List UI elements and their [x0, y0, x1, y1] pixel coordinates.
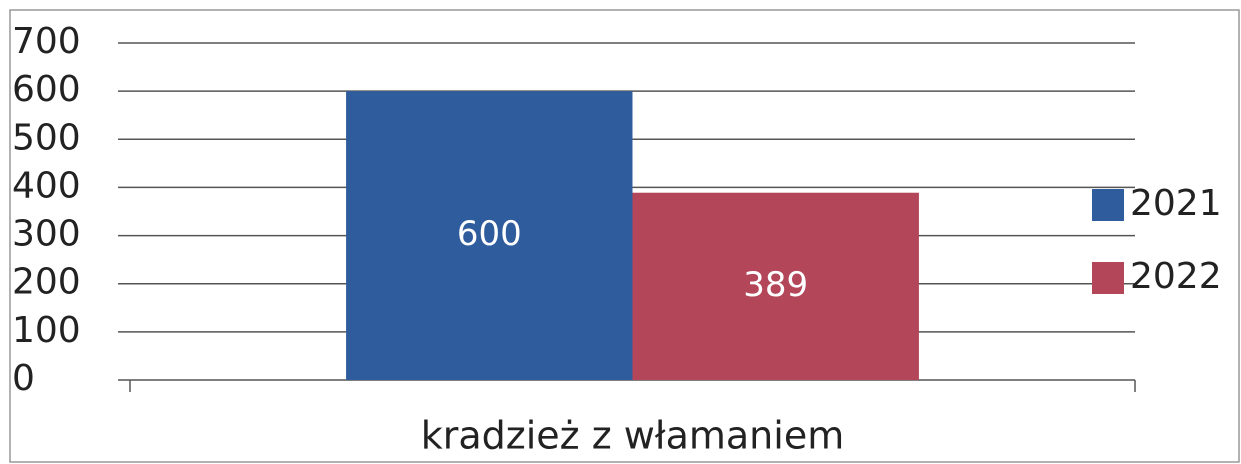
legend-swatch: [1092, 189, 1124, 221]
bar: [632, 192, 919, 380]
y-tick-label: 400: [12, 165, 81, 206]
legend-label: 2021: [1130, 183, 1222, 224]
y-tick-label: 100: [12, 310, 81, 351]
y-tick-label: 200: [12, 262, 81, 303]
legend-swatch: [1092, 262, 1124, 294]
data-label: 389: [743, 265, 808, 305]
y-tick-label: 700: [12, 21, 81, 62]
y-tick-label: 0: [12, 358, 35, 399]
x-tick-label: kradzież z włamaniem: [421, 414, 844, 458]
legend-label: 2022: [1130, 256, 1222, 297]
y-tick-label: 600: [12, 69, 81, 110]
y-tick-label: 500: [12, 117, 81, 158]
data-label: 600: [457, 214, 522, 254]
y-tick-label: 300: [12, 214, 81, 255]
bar: [346, 91, 633, 381]
